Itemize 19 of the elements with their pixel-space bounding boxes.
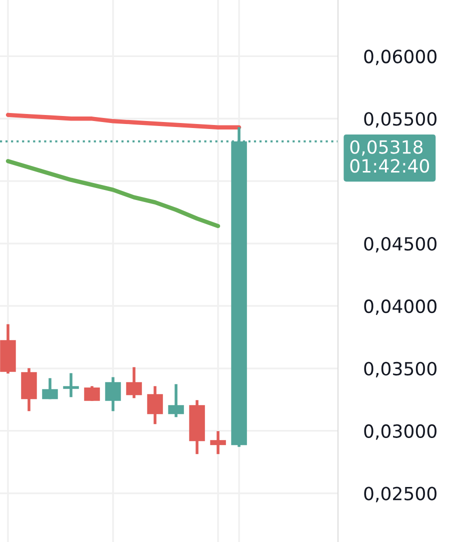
candlestick: [210, 430, 226, 456]
y-tick-label: 0,05500: [364, 112, 436, 128]
y-tick-label: 0,04000: [364, 299, 436, 315]
candlestick: [147, 384, 163, 426]
y-tick-label: 0,03500: [364, 362, 436, 378]
candlestick: [168, 382, 184, 419]
candlestick: [84, 384, 100, 402]
y-tick-label: 0,02500: [364, 486, 436, 502]
y-tick-label: 0,04500: [364, 236, 436, 252]
text: 01:42:40: [350, 159, 430, 173]
candlestick: [42, 376, 58, 401]
candlestick: [63, 372, 79, 399]
y-tick-label: 0,06000: [364, 50, 436, 66]
candlestick: [126, 366, 142, 400]
candlestick: [105, 376, 121, 413]
ref-line-label: 0,05318: [350, 140, 423, 156]
y-tick-label: 0,03000: [364, 424, 436, 440]
line-series: [6, 159, 220, 228]
line-series: [6, 112, 242, 130]
